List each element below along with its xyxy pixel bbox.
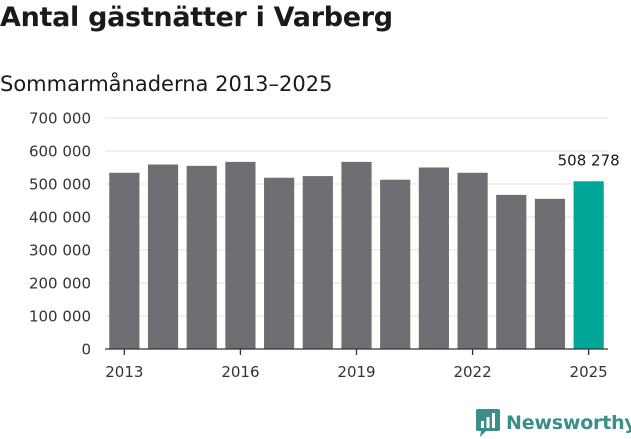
bar — [109, 172, 140, 349]
bar — [418, 167, 449, 349]
y-tick-label: 400 000 — [29, 209, 91, 227]
bar — [264, 177, 295, 349]
data-label: 508 278 — [558, 151, 620, 169]
y-tick-label: 200 000 — [29, 275, 91, 293]
x-tick-label: 2025 — [570, 363, 608, 381]
bar — [225, 161, 256, 349]
y-tick-label: 600 000 — [29, 143, 91, 161]
bar — [186, 165, 217, 349]
bar — [341, 161, 372, 349]
y-tick-label: 0 — [81, 341, 91, 359]
brand-name: Newsworthy — [506, 412, 631, 434]
bar-chart: 0 100 000 200 000 300 000 400 000 500 000 600 … — [29, 110, 620, 382]
bar — [496, 194, 527, 349]
x-tick-label: 2022 — [453, 363, 491, 381]
y-tick-label: 700 000 — [29, 110, 91, 128]
bar — [380, 179, 411, 349]
bar — [147, 164, 179, 349]
y-tick-label: 100 000 — [29, 308, 91, 326]
chart-subtitle: Sommarmånaderna 2013–2025 — [0, 72, 333, 96]
chart-title: Antal gästnätter i Varberg — [0, 2, 393, 33]
y-tick-label: 500 000 — [29, 176, 91, 194]
x-tick-label: 2016 — [221, 363, 259, 381]
x-tick-label: 2019 — [337, 363, 375, 381]
chart-bubble-icon — [476, 409, 500, 437]
bar — [457, 172, 488, 349]
bar — [302, 176, 333, 349]
x-tick-label: 2013 — [105, 363, 143, 381]
bar-highlight — [573, 181, 604, 349]
y-tick-label: 300 000 — [29, 242, 91, 260]
bar — [534, 198, 566, 349]
brand-logo: Newsworthy — [475, 408, 631, 438]
